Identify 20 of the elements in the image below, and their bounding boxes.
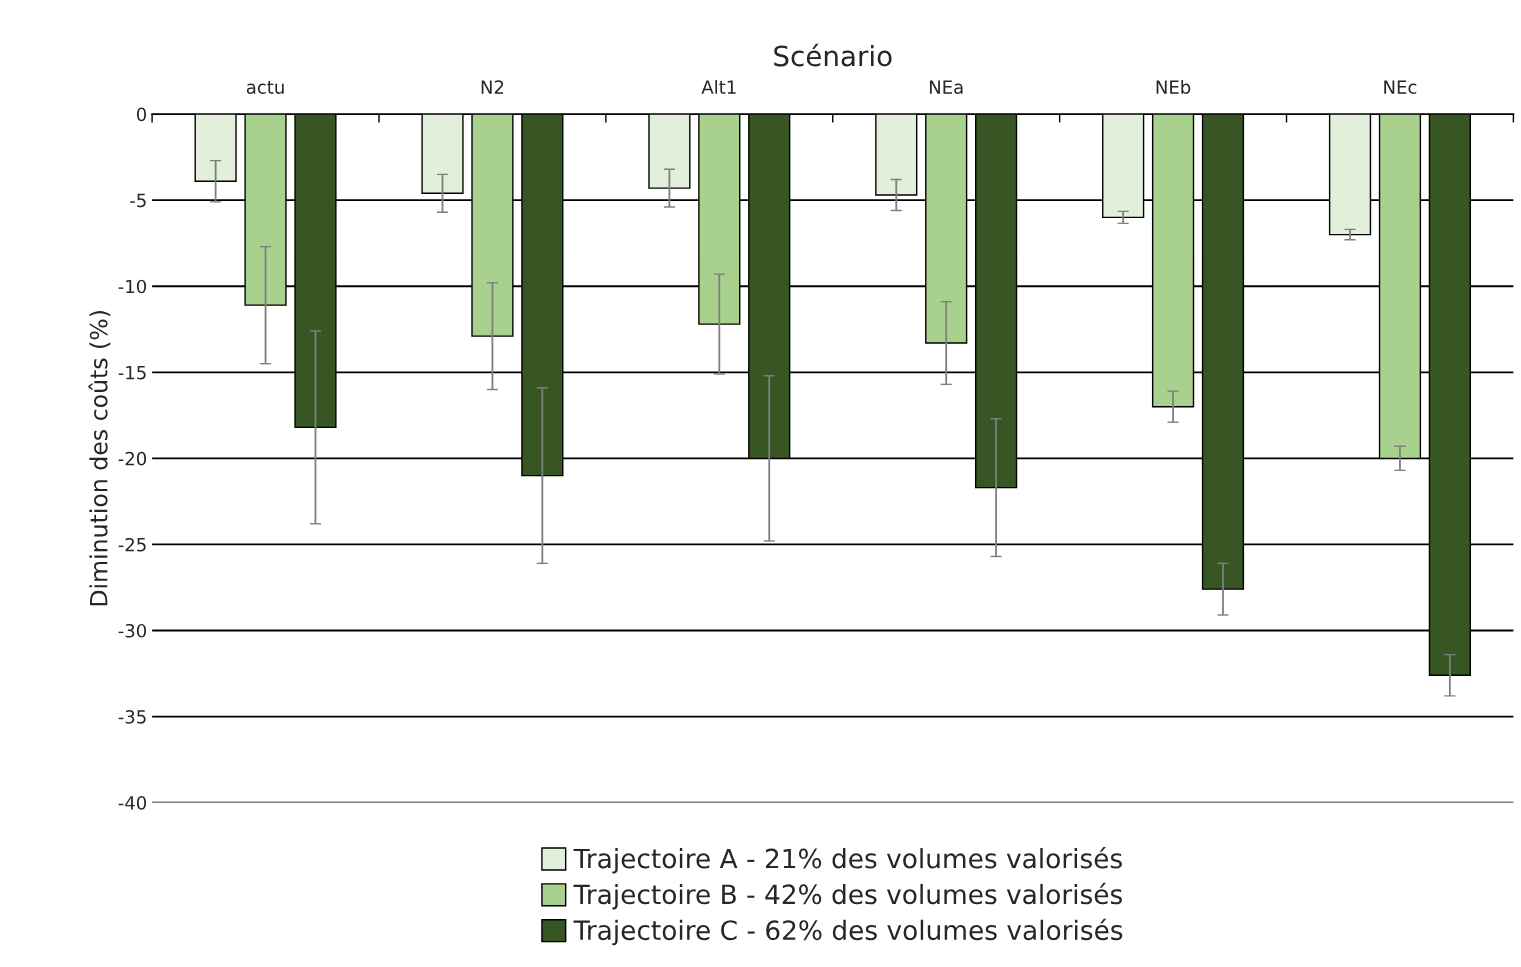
y-tick-label: -15 <box>118 365 146 380</box>
x-tick-label: NEc <box>1384 80 1417 94</box>
legend-label: Trajectoire B - 42% des volumes valorisés <box>573 882 1122 910</box>
x-tick-label: NEa <box>929 80 963 94</box>
y-tick-label: -40 <box>118 796 147 810</box>
x-tick-label: NEb <box>1156 79 1191 94</box>
y-tick-label: 0 <box>136 107 147 122</box>
x-tick-label: N2 <box>481 80 504 94</box>
legend-label: Trajectoire C - 62% des volumes valorisés <box>573 918 1123 946</box>
y-tick-label: -30 <box>118 623 147 638</box>
x-tick-label: Alt1 <box>701 79 736 94</box>
y-axis-title: Diminution des coûts (%) <box>88 311 111 606</box>
legend-label: Trajectoire A - 21% des volumes valorisés <box>573 847 1122 874</box>
y-tick-label: -20 <box>118 451 147 466</box>
x-tick-label: actu <box>246 81 284 94</box>
y-tick-label: -35 <box>118 710 146 724</box>
x-axis-title: Scénario <box>774 43 892 67</box>
y-tick-label: -10 <box>118 279 147 294</box>
y-tick-label: -25 <box>118 537 146 552</box>
y-tick-label: -5 <box>130 193 146 208</box>
